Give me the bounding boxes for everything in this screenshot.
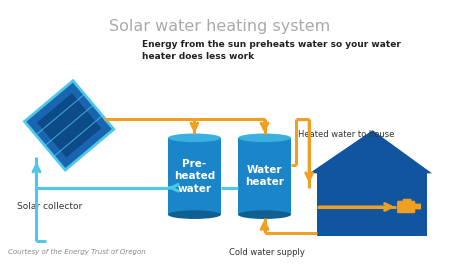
Text: Courtesy of the Energy Trust of Oregon: Courtesy of the Energy Trust of Oregon xyxy=(8,249,146,255)
FancyBboxPatch shape xyxy=(168,138,221,215)
Ellipse shape xyxy=(168,210,221,219)
Polygon shape xyxy=(24,81,114,170)
Text: Energy from the sun preheats water so your water
heater does less work: Energy from the sun preheats water so yo… xyxy=(142,40,401,61)
Ellipse shape xyxy=(168,133,221,142)
Ellipse shape xyxy=(238,210,291,219)
FancyBboxPatch shape xyxy=(403,199,411,204)
FancyBboxPatch shape xyxy=(238,138,291,215)
Polygon shape xyxy=(37,93,101,158)
Text: Solar collector: Solar collector xyxy=(17,202,83,211)
Text: Heated water to house: Heated water to house xyxy=(298,130,394,139)
Text: Pre-
heated
water: Pre- heated water xyxy=(174,159,215,194)
Polygon shape xyxy=(317,173,427,236)
Text: Cold water supply: Cold water supply xyxy=(229,248,304,257)
FancyBboxPatch shape xyxy=(397,201,415,213)
Ellipse shape xyxy=(238,133,291,142)
Polygon shape xyxy=(309,130,432,173)
Text: Solar water heating system: Solar water heating system xyxy=(109,19,330,34)
Text: Water
heater: Water heater xyxy=(245,165,284,187)
FancyBboxPatch shape xyxy=(411,204,421,209)
